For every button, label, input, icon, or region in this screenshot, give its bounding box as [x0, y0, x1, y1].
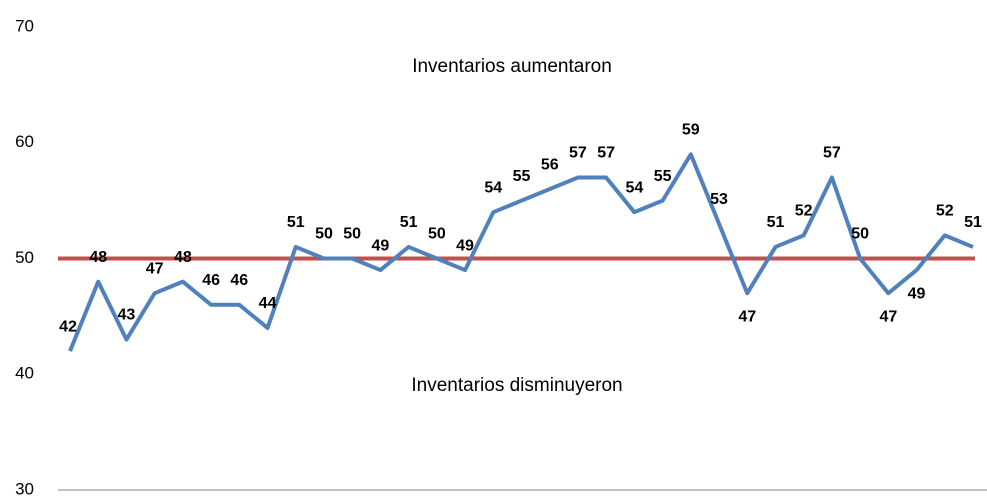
- data-label: 50: [343, 226, 361, 243]
- data-label: 49: [372, 237, 390, 254]
- data-label: 51: [964, 214, 982, 231]
- data-label: 52: [936, 203, 954, 220]
- data-label: 59: [682, 122, 700, 139]
- data-label: 46: [202, 272, 220, 289]
- annotation: Inventarios aumentaron: [412, 56, 612, 77]
- data-label: 44: [259, 295, 277, 312]
- data-label: 54: [625, 179, 643, 196]
- data-label: 57: [597, 145, 615, 162]
- data-label: 51: [287, 214, 305, 231]
- data-label: 48: [174, 249, 192, 266]
- y-tick-label: 50: [15, 248, 34, 267]
- line: [68, 152, 974, 352]
- data-label: 55: [654, 168, 672, 185]
- data-label: 56: [541, 156, 559, 173]
- data-label: 55: [513, 168, 531, 185]
- data-label: 49: [908, 285, 926, 302]
- data-label: 57: [823, 145, 841, 162]
- data-label: 47: [146, 260, 164, 277]
- y-tick-label: 60: [15, 132, 34, 151]
- data-label: 50: [315, 226, 333, 243]
- data-label: 47: [738, 308, 756, 325]
- data-label: 57: [569, 145, 587, 162]
- y-tick-label: 30: [15, 479, 34, 498]
- data-label: 51: [400, 214, 418, 231]
- data-label: 52: [795, 203, 813, 220]
- data-label: 43: [118, 307, 136, 324]
- data-label: 51: [767, 214, 785, 231]
- y-tick-label: 70: [15, 16, 34, 35]
- data-label: 50: [851, 226, 869, 243]
- data-label: 46: [230, 272, 248, 289]
- data-label: 48: [89, 249, 107, 266]
- data-label: 54: [484, 179, 502, 196]
- data-label: 49: [456, 237, 474, 254]
- data-label: 47: [879, 308, 897, 325]
- data-label: 42: [59, 318, 77, 335]
- data-label: 50: [428, 226, 446, 243]
- annotation: Inventarios disminuyeron: [411, 375, 622, 396]
- data-label: 53: [710, 191, 728, 208]
- y-tick-label: 40: [15, 364, 34, 383]
